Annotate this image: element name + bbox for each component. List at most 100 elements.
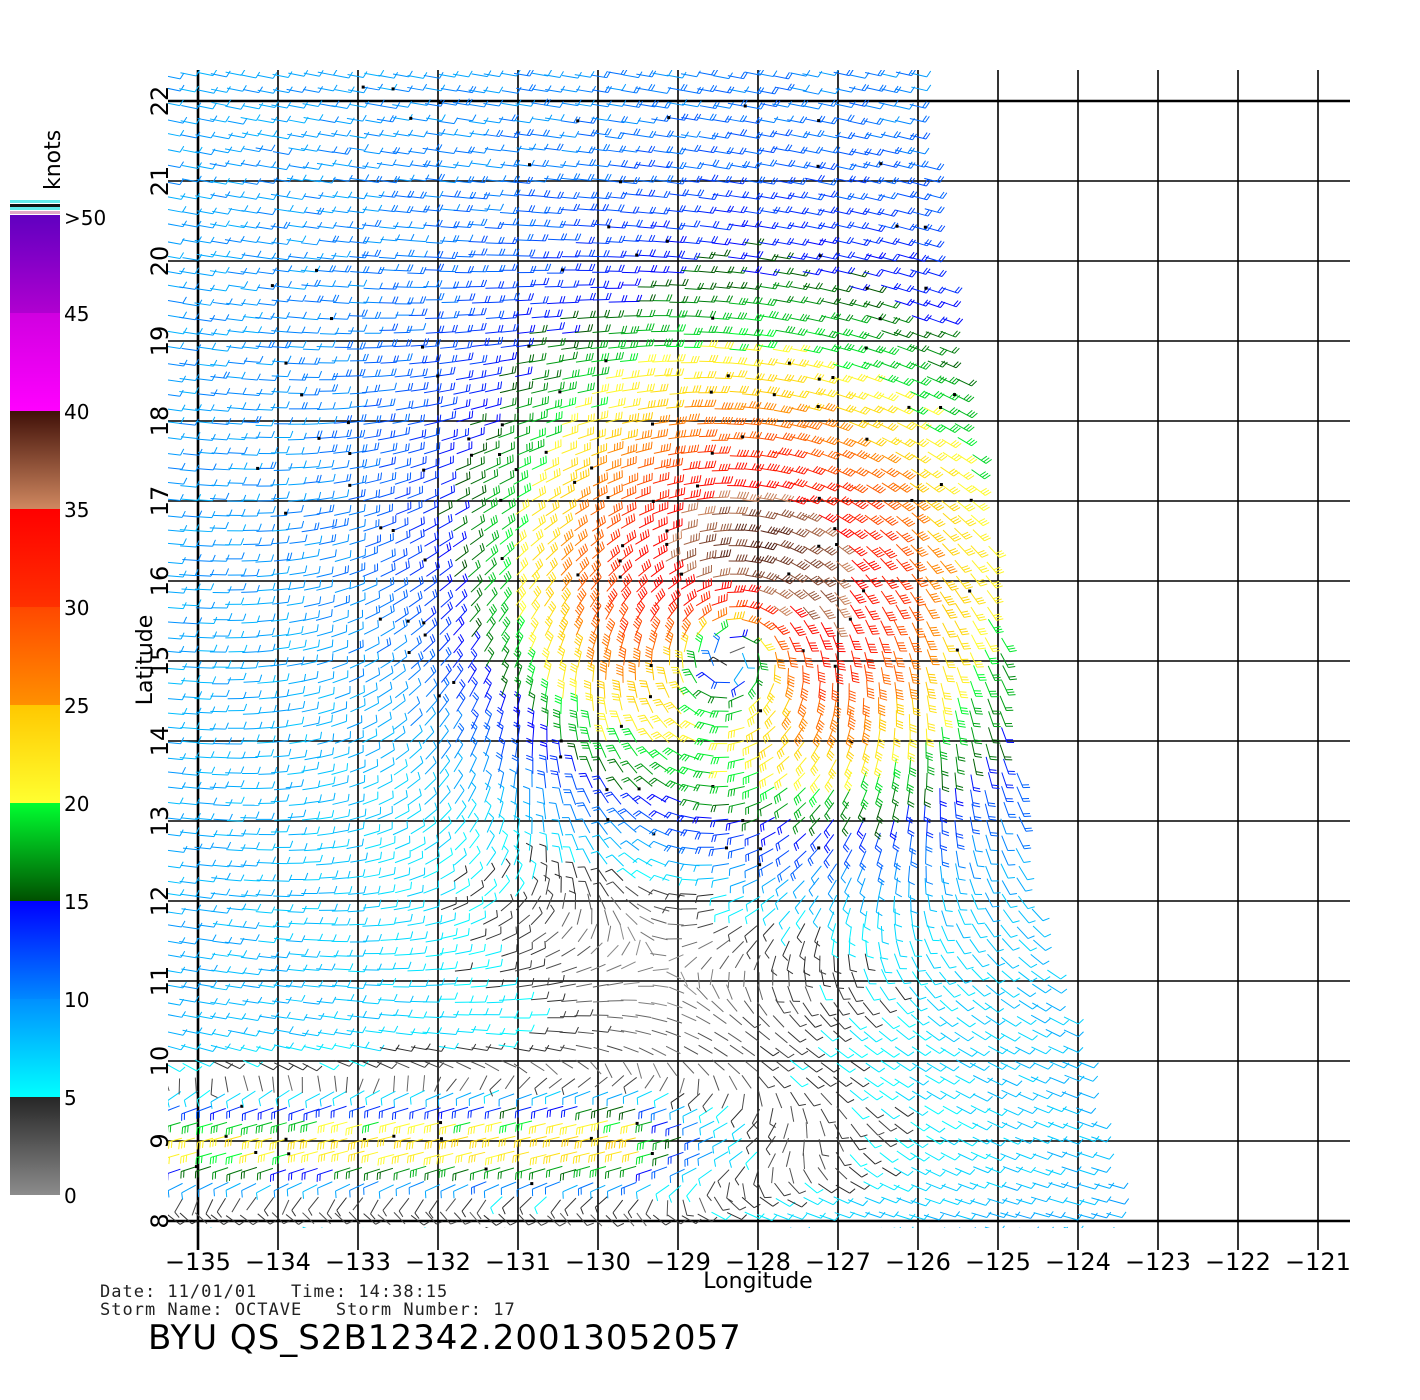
wind-barb xyxy=(500,1011,518,1018)
wind-barb xyxy=(956,851,965,868)
wind-barb xyxy=(683,1228,703,1233)
wind-barb xyxy=(456,604,467,622)
wind-barb xyxy=(684,328,703,335)
wind-barb xyxy=(273,1152,291,1165)
wind-barb xyxy=(898,1017,916,1028)
wind-barb xyxy=(499,911,513,926)
wind-barb xyxy=(1002,1185,1022,1190)
wind-barb xyxy=(333,823,350,833)
wind-barb xyxy=(364,620,378,634)
wind-barb xyxy=(804,1093,820,1106)
wind-barb xyxy=(259,1076,263,1092)
wind-barb xyxy=(574,1166,590,1177)
wind-barb xyxy=(926,972,942,985)
wind-barb xyxy=(926,576,942,589)
wind-barb xyxy=(955,773,963,791)
wind-barb xyxy=(849,1018,867,1029)
wind-barb xyxy=(880,558,897,570)
wind-barb xyxy=(651,919,666,924)
wind-barb xyxy=(519,1077,530,1089)
wind-barb xyxy=(908,866,914,885)
wind-barb xyxy=(305,536,322,546)
wind-barb xyxy=(699,603,712,619)
wind-barb xyxy=(973,530,991,541)
wind-barb xyxy=(562,927,572,939)
wind-barb xyxy=(578,204,597,211)
wind-barb xyxy=(499,1041,518,1047)
wind-barb xyxy=(881,361,901,368)
wind-barb xyxy=(452,1107,468,1118)
wind-barb xyxy=(896,605,911,619)
wind-barb xyxy=(425,311,443,318)
wind-barb xyxy=(498,1168,514,1179)
wind-barb xyxy=(563,457,578,471)
wind-barb xyxy=(395,530,410,544)
wind-barb xyxy=(274,1026,293,1032)
wind-barb xyxy=(288,965,307,971)
wind-barb xyxy=(1016,1198,1036,1204)
wind-barb xyxy=(535,1078,547,1095)
wind-barb xyxy=(164,146,183,152)
wind-barb xyxy=(348,622,363,635)
wind-barb xyxy=(683,1123,698,1136)
wind-barb xyxy=(225,631,243,638)
wind-barb xyxy=(849,84,868,90)
wind-barb xyxy=(593,1001,609,1002)
wind-barb xyxy=(441,864,455,879)
wind-barb xyxy=(570,693,577,711)
wind-barb xyxy=(591,443,606,455)
wind-barb xyxy=(364,70,383,76)
wind-barb xyxy=(575,442,590,455)
wind-barb xyxy=(760,817,774,831)
wind-barb xyxy=(350,237,369,244)
wind-barb xyxy=(455,996,473,1003)
wind-barb xyxy=(824,849,833,868)
wind-barb xyxy=(728,1063,740,1074)
longitude-tick-label: −135 xyxy=(165,1248,231,1276)
wind-barb xyxy=(378,696,392,711)
wind-barb xyxy=(727,611,745,619)
wind-barb xyxy=(698,1064,709,1076)
wind-barb xyxy=(546,468,560,482)
wind-barb xyxy=(618,646,625,665)
wind-barb xyxy=(926,667,937,683)
wind-barb xyxy=(881,468,900,477)
wind-barb xyxy=(407,1076,408,1092)
wind-barb xyxy=(830,713,838,733)
wind-barb xyxy=(439,1124,455,1135)
wind-barb xyxy=(197,935,216,941)
wind-barb xyxy=(302,1168,318,1180)
wind-barb xyxy=(622,942,630,956)
wind-barb xyxy=(790,1015,807,1027)
wind-barb xyxy=(484,515,497,531)
wind-barb xyxy=(649,630,657,650)
wind-barb xyxy=(789,208,808,215)
wind-barb xyxy=(803,665,810,683)
wind-barb xyxy=(1019,957,1037,967)
wind-barb xyxy=(759,311,778,318)
wind-barb xyxy=(864,665,873,682)
wind-barb xyxy=(593,790,609,803)
wind-barb xyxy=(613,911,621,925)
wind-barb xyxy=(863,559,881,570)
wind-barb xyxy=(256,145,275,151)
wind-barb xyxy=(363,489,379,500)
wind-barb xyxy=(378,368,396,376)
wind-barb xyxy=(164,1076,169,1091)
wind-barb xyxy=(834,1229,854,1235)
longitude-tick-label: −126 xyxy=(885,1248,951,1276)
wind-barb xyxy=(942,1121,961,1129)
wind-barb xyxy=(334,341,353,348)
wind-barb xyxy=(424,545,439,562)
wind-barb xyxy=(593,237,612,244)
wind-barb xyxy=(715,372,734,379)
wind-barb xyxy=(845,759,852,779)
wind-barb xyxy=(970,652,984,667)
wind-barb xyxy=(197,464,216,470)
wind-barb xyxy=(758,299,777,306)
colorbar-tick-label: >50 xyxy=(64,206,106,230)
wind-barb xyxy=(243,799,262,806)
wind-barb xyxy=(499,1214,517,1225)
wind-barb xyxy=(455,944,472,954)
wind-barb xyxy=(592,1026,611,1032)
